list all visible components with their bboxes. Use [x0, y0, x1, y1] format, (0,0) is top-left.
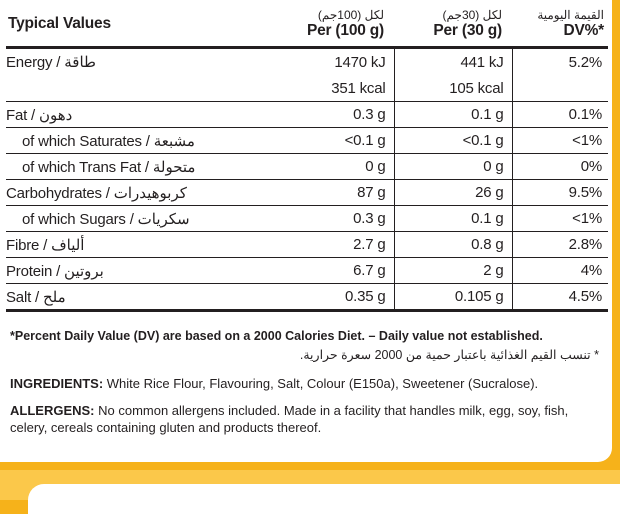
- daily-value: 9.5%: [512, 179, 608, 206]
- nutrient-label: Protein / بروتين: [6, 257, 296, 284]
- table-row-saturates: of which Saturates / مشبعة <0.1 g <0.1 g…: [6, 127, 608, 154]
- nutrient-label: Energy / طاقة: [6, 54, 96, 71]
- ingredients-label: INGREDIENTS:: [10, 376, 104, 391]
- daily-value: 4%: [512, 257, 608, 284]
- value-per-100g: 87 g: [296, 179, 395, 206]
- daily-value: 4.5%: [512, 283, 608, 312]
- daily-value: [512, 75, 608, 102]
- per-100g-header-english: Per (100 g): [306, 22, 384, 39]
- ingredients-text: White Rice Flour, Flavouring, Salt, Colo…: [103, 376, 539, 391]
- daily-value: 2.8%: [512, 231, 608, 258]
- nutrient-label: of which Saturates / مشبعة: [6, 127, 296, 154]
- value-per-100g: 2.7 g: [296, 231, 395, 258]
- daily-value: 5.2%: [568, 53, 603, 71]
- daily-value: <1%: [512, 205, 608, 232]
- value-per-30g: <0.1 g: [394, 127, 513, 154]
- value-per-100g: 0.3 g: [296, 101, 395, 128]
- daily-value-footnote-english: *Percent Daily Value (DV) are based on a…: [10, 328, 605, 345]
- value-per-30g: 0.1 g: [394, 101, 513, 128]
- table-row-fat: Fat / دهون 0.3 g 0.1 g 0.1%: [6, 101, 608, 128]
- table-header-row: Typical Values لكل (100جم) Per (100 g) ل…: [6, 2, 608, 49]
- nutrient-label: of which Sugars / سكريات: [6, 205, 296, 232]
- per-30g-header-arabic: لكل (30جم): [442, 8, 503, 22]
- value-per-100g: 6.7 g: [296, 257, 395, 284]
- per-100g-header: لكل (100جم) Per (100 g): [296, 2, 394, 49]
- packaging-bottom-strip: [0, 470, 620, 514]
- table-row-protein: Protein / بروتين 6.7 g 2 g 4%: [6, 257, 608, 284]
- value-per-100g: 0.35 g: [296, 283, 395, 312]
- table-row-sugars: of which Sugars / سكريات 0.3 g 0.1 g <1%: [6, 205, 608, 232]
- table-row-fibre: Fibre / ألياف 2.7 g 0.8 g 2.8%: [6, 231, 608, 258]
- daily-value-header-english: DV%*: [563, 22, 604, 39]
- nutrient-label: Salt / ملح: [6, 283, 296, 312]
- daily-value-footnote-text: *Percent Daily Value (DV) are based on a…: [10, 329, 543, 343]
- ingredients-statement: INGREDIENTS: White Rice Flour, Flavourin…: [10, 375, 605, 392]
- daily-value: 0.1%: [512, 101, 608, 128]
- daily-value: 0%: [512, 153, 608, 180]
- nutrient-label: [6, 75, 296, 102]
- value-per-30g: 441 kJ: [394, 47, 513, 75]
- value-per-100g: 351 kcal: [296, 75, 395, 102]
- allergens-statement: ALLERGENS: No common allergens included.…: [10, 402, 605, 436]
- typical-values-header: Typical Values: [6, 2, 296, 49]
- daily-value: <1%: [512, 127, 608, 154]
- value-per-30g: 0.8 g: [394, 231, 513, 258]
- nutrition-table: Typical Values لكل (100جم) Per (100 g) ل…: [6, 2, 608, 312]
- table-row-energy-kj: Energy / طاقة 1470 kJ 441 kJ 5.2%: [6, 47, 608, 75]
- nutrition-panel: Typical Values لكل (100جم) Per (100 g) ل…: [0, 0, 612, 462]
- value-per-30g: 0.105 g: [394, 283, 513, 312]
- value-per-100g: 1470 kJ: [296, 47, 395, 75]
- nutrient-label: Carbohydrates / كربوهيدرات: [6, 179, 296, 206]
- value-per-30g: 2 g: [394, 257, 513, 284]
- table-row-salt: Salt / ملح 0.35 g 0.105 g 4.5%: [6, 283, 608, 312]
- label-notes: *Percent Daily Value (DV) are based on a…: [10, 328, 605, 436]
- value-per-100g: <0.1 g: [296, 127, 395, 154]
- value-per-100g: 0 g: [296, 153, 395, 180]
- per-30g-header-english: Per (30 g): [433, 22, 502, 39]
- table-row-carbohydrates: Carbohydrates / كربوهيدرات 87 g 26 g 9.5…: [6, 179, 608, 206]
- per-100g-header-arabic: لكل (100جم): [317, 8, 384, 22]
- allergens-text: No common allergens included. Made in a …: [10, 403, 569, 435]
- value-per-30g: 0.1 g: [394, 205, 513, 232]
- table-row-trans-fat: of which Trans Fat / متحولة 0 g 0 g 0%: [6, 153, 608, 180]
- value-per-30g: 26 g: [394, 179, 513, 206]
- daily-value-header: القيمة اليومية DV%*: [512, 2, 608, 49]
- daily-value-footnote-arabic: * تنسب القيم الغذائية باعتبار حمية من 20…: [299, 348, 599, 362]
- value-per-100g: 0.3 g: [296, 205, 395, 232]
- daily-value-header-arabic: القيمة اليومية: [537, 8, 604, 22]
- allergens-label: ALLERGENS:: [10, 403, 95, 418]
- packaging-bottom-panel: [28, 484, 620, 514]
- per-30g-header: لكل (30جم) Per (30 g): [394, 2, 512, 49]
- value-per-30g: 105 kcal: [394, 75, 513, 102]
- nutrient-label: Fibre / ألياف: [6, 231, 296, 258]
- table-row-energy-kcal: 351 kcal 105 kcal: [6, 75, 608, 102]
- value-per-30g: 0 g: [394, 153, 513, 180]
- nutrient-label: of which Trans Fat / متحولة: [6, 153, 296, 180]
- nutrient-label: Fat / دهون: [6, 101, 296, 128]
